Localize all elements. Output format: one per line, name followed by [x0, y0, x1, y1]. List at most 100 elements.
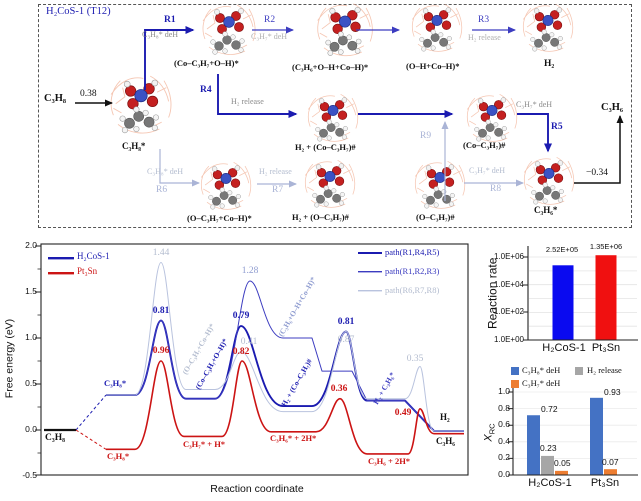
barrier-red-3: 0.36 — [330, 384, 348, 394]
species-c3h6-oh-coh: (C₃H₆+O–H+Co–H)* — [292, 62, 369, 72]
y-major-ticks — [35, 245, 41, 476]
r4-label: R4 — [200, 85, 212, 95]
species-c3h6-ads: C₃H₆* — [534, 205, 558, 215]
rate-ytick-1e0: 1.0E+00 — [493, 335, 524, 344]
molecule-co-c3h7 — [466, 93, 518, 142]
adsorption-energy: 0.38 — [80, 89, 97, 99]
xrc-ytick-0.0: 0.0 — [498, 469, 510, 479]
xrc-legend-c3h7-deh: C₃H₇* deH — [522, 378, 561, 388]
barrier-main-1: 0.81 — [152, 306, 170, 316]
molecule-o-c3h7-coh — [200, 161, 252, 210]
xrc-legend-h2-release: H₂ release — [587, 365, 622, 375]
species-co-c3h7: (Co–C₃H₇)# — [463, 140, 506, 150]
state-final-h2: H₂ — [440, 412, 450, 422]
r8-note: C₃H₇* deH — [469, 166, 506, 175]
desorption-arrow — [574, 115, 624, 184]
r2-note: C₃H₇* deH — [251, 32, 288, 41]
rate-value-h2cos1: 2.52E+05 — [545, 245, 579, 254]
molecule-h2-product — [522, 3, 574, 52]
molecule-c3h6-adsorbed — [523, 156, 575, 205]
xrc-value-blue-2: 0.93 — [604, 387, 621, 397]
state-c3h8: C₃H₈ — [45, 433, 65, 443]
legend-swatch-path678 — [358, 290, 382, 292]
legend-h2cos1: H₂CoS-1 — [77, 251, 110, 261]
r5-note: C₃H₇* deH — [516, 100, 553, 109]
barrier-red-4: 0.49 — [394, 408, 412, 418]
legend-path-r1r2r3: path(R1,R2,R3) — [385, 266, 440, 276]
rate-y-axis-label: Reaction rate — [485, 257, 500, 329]
barrier-alt-2: 0.41 — [240, 337, 258, 347]
ytick-2.0: 2.0 — [25, 240, 37, 250]
rate-cat-pt3sn: Pt₃Sn — [591, 342, 621, 354]
species-o-c3h7: (O–C₃H₇)# — [416, 212, 455, 222]
rate-cat-h2cos1: H₂CoS-1 — [542, 342, 586, 354]
xrc-legend-swatch-blue — [511, 367, 519, 375]
species-h2-co-c3h7: H₂ + (Co–C₃H₇)# — [295, 142, 356, 152]
r7-note: H₂ release — [259, 167, 292, 176]
legend-pt3sn: Pt₃Sn — [77, 266, 98, 276]
xrc-legend-c3h8-deh: C₃H₈* deH — [522, 365, 561, 375]
xrc-value-blue-1: 0.72 — [541, 404, 558, 414]
r5-label: R5 — [551, 122, 563, 132]
xrc-value-gray-1: 0.23 — [540, 443, 557, 453]
molecule-o-c3h7 — [414, 160, 466, 209]
ytick-0.0: 0.0 — [25, 424, 37, 434]
xrc-legend-swatch-gray — [575, 367, 583, 375]
state-final-c3h6: C₃H₆ — [436, 436, 455, 446]
state-c3h6g-2h: C₃H₆ + 2H* — [368, 456, 411, 466]
state-c3h8ads-red: C₃H₈* — [107, 451, 130, 461]
xrc-value-orange-1: 0.05 — [554, 458, 571, 468]
r4-arrow — [217, 74, 298, 118]
reactant-label: C₃H₈ — [44, 93, 67, 104]
xrc-chart-axes — [508, 367, 638, 476]
xrc-cat-h2cos1: H₂CoS-1 — [528, 477, 572, 489]
legend-path-r6r7r8: path(R6,R7,R8) — [385, 285, 440, 295]
barrier-red-2: 0.82 — [232, 347, 250, 357]
xrc-y-axis-label: XRC — [482, 383, 497, 483]
state-c3h6-2h: C₃H₆* + 2H* — [270, 433, 317, 443]
energy-y-axis-label: Free energy (eV) — [3, 318, 16, 399]
y-minor-ticks — [37, 268, 41, 454]
r8-label: R8 — [490, 184, 502, 194]
xrc-ylabel-main: X — [482, 434, 495, 442]
mechanism-panel-border — [38, 4, 632, 228]
r7-label: R7 — [272, 185, 284, 195]
xrc-ytick-0.8: 0.8 — [498, 403, 510, 413]
ytick-1.5: 1.5 — [25, 286, 37, 296]
legend-swatch-path123 — [358, 271, 382, 273]
r1-arrow — [144, 26, 195, 90]
r6-note: C₃H₈* deH — [147, 167, 184, 176]
barrier-main-3: 0.81 — [337, 317, 355, 327]
legend-path-r1r4r5: path(R1,R4,R5) — [385, 247, 440, 257]
r2-label: R2 — [264, 15, 276, 25]
xrc-value-orange-2: 0.07 — [602, 457, 619, 467]
molecule-h2-o-c3h7 — [304, 159, 356, 208]
species-c3h8-ads: C₃H₈* — [122, 141, 146, 151]
legend-swatch-h2cos1 — [48, 257, 74, 260]
xrc-chart-bars — [514, 391, 637, 475]
r1-label: R1 — [164, 15, 176, 25]
r6-arrow — [159, 149, 200, 187]
ytick-0.5: 0.5 — [25, 378, 37, 388]
xrc-ylabel-sub: RC — [487, 423, 497, 435]
molecule-oh-coh — [411, 3, 463, 52]
xrc-ytick-0.6: 0.6 — [498, 419, 510, 429]
xrc-legend-swatch-orange — [511, 380, 519, 388]
energy-x-axis-label: Reaction coordinate — [210, 483, 304, 495]
product-label: C₃H₆ — [601, 102, 624, 113]
rate-ytick-1e6: 1.0E+06 — [493, 252, 524, 261]
barrier-alt-4: 0.35 — [406, 354, 424, 364]
desorption-energy: −0.34 — [586, 168, 608, 178]
r6-label: R6 — [156, 185, 168, 195]
xrc-ytick-1.0: 1.0 — [498, 386, 510, 396]
species-h2: H₂ — [544, 59, 555, 69]
legend-swatch-path145 — [358, 252, 382, 254]
xrc-ytick-0.2: 0.2 — [498, 452, 510, 462]
species-oh-coh: (O–H+Co–H)* — [406, 61, 460, 71]
legend-swatch-pt3sn — [48, 272, 74, 275]
species-o-c3h7-coh: (O–C₃H₇+Co–H)* — [187, 213, 252, 223]
species-h2-o-c3h7: H₂ + (O–C₃H₇)# — [292, 212, 349, 222]
xrc-cat-pt3sn: Pt₃Sn — [590, 477, 620, 489]
